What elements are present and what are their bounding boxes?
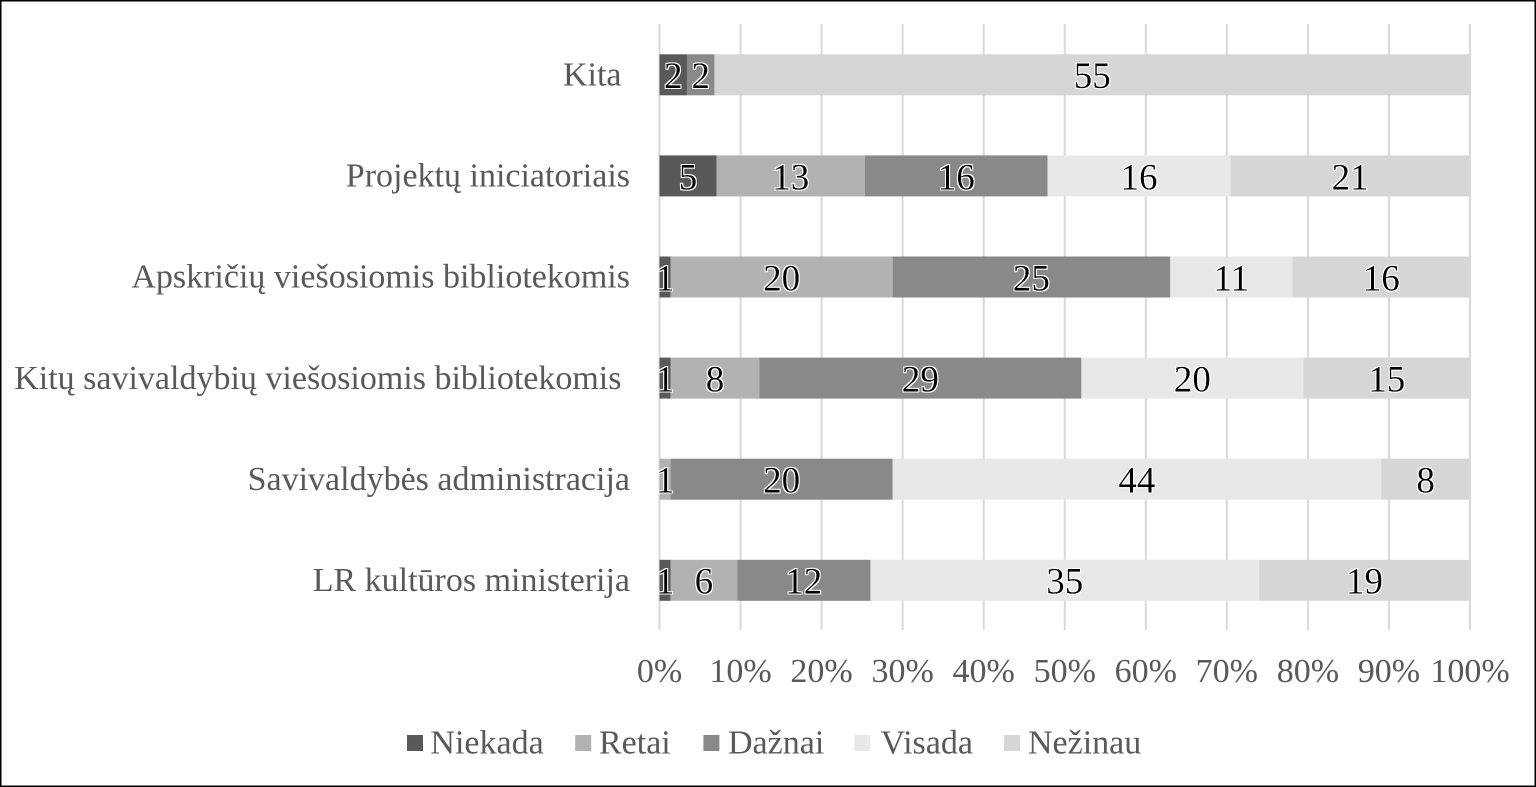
svg-text:Projektų iniciatoriais: Projektų iniciatoriais: [346, 158, 630, 195]
svg-text:1: 1: [656, 562, 675, 603]
svg-text:29: 29: [902, 360, 939, 401]
svg-text:12: 12: [785, 562, 822, 603]
svg-text:35: 35: [1046, 562, 1083, 603]
svg-text:LR kultūros ministerija: LR kultūros ministerija: [313, 562, 630, 599]
svg-text:15: 15: [1368, 360, 1405, 401]
svg-text:1: 1: [656, 258, 675, 299]
svg-text:1: 1: [656, 360, 675, 401]
svg-text:20: 20: [763, 258, 800, 299]
svg-text:2: 2: [664, 56, 683, 97]
svg-text:80%: 80%: [1277, 653, 1339, 690]
svg-text:6: 6: [695, 562, 714, 603]
svg-text:8: 8: [706, 360, 725, 401]
svg-text:40%: 40%: [953, 653, 1015, 690]
svg-text:30%: 30%: [871, 653, 933, 690]
svg-text:2: 2: [691, 56, 710, 97]
svg-text:70%: 70%: [1196, 653, 1258, 690]
svg-text:100%: 100%: [1430, 653, 1509, 690]
svg-text:44: 44: [1118, 461, 1155, 502]
svg-text:19: 19: [1346, 562, 1383, 603]
svg-text:16: 16: [1121, 157, 1158, 198]
svg-text:13: 13: [772, 157, 809, 198]
svg-text:16: 16: [938, 157, 975, 198]
svg-text:20: 20: [763, 461, 800, 502]
svg-text:20: 20: [1174, 360, 1211, 401]
svg-text:8: 8: [1416, 461, 1435, 502]
svg-text:Nežinau: Nežinau: [1028, 725, 1141, 762]
svg-text:10%: 10%: [709, 653, 771, 690]
svg-text:16: 16: [1363, 258, 1400, 299]
svg-text:Niekada: Niekada: [430, 725, 543, 762]
svg-text:Dažnai: Dažnai: [728, 725, 824, 762]
svg-text:Savivaldybės administracija: Savivaldybės administracija: [248, 461, 630, 498]
svg-text:25: 25: [1013, 258, 1050, 299]
svg-text:Visada: Visada: [881, 725, 973, 762]
svg-text:1: 1: [656, 461, 675, 502]
svg-text:Kitų savivaldybių viešosiomis: Kitų savivaldybių viešosiomis biblioteko…: [14, 360, 621, 397]
svg-text:5: 5: [679, 157, 698, 198]
svg-text:11: 11: [1213, 258, 1249, 299]
svg-text:21: 21: [1332, 157, 1369, 198]
svg-text:55: 55: [1074, 56, 1111, 97]
svg-text:Apskričių viešosiomis bibliote: Apskričių viešosiomis bibliotekomis: [131, 259, 630, 296]
svg-text:Kita: Kita: [563, 57, 622, 94]
svg-text:60%: 60%: [1115, 653, 1177, 690]
svg-text:Retai: Retai: [599, 725, 671, 762]
svg-text:0%: 0%: [637, 653, 682, 690]
svg-text:50%: 50%: [1034, 653, 1096, 690]
svg-text:90%: 90%: [1358, 653, 1420, 690]
svg-text:20%: 20%: [790, 653, 852, 690]
